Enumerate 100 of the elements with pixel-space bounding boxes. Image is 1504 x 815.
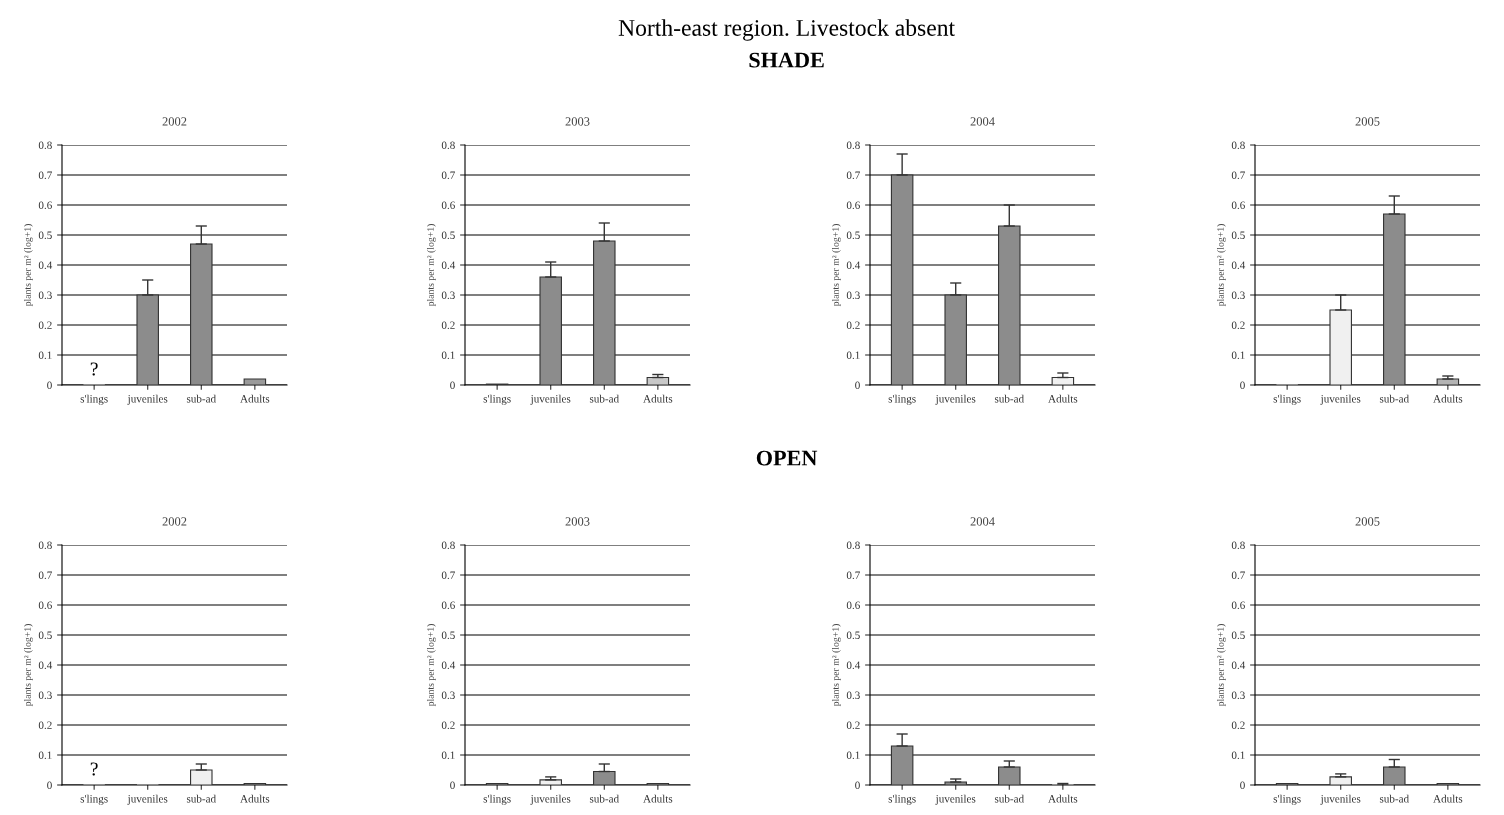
x-tick-label: sub-ad — [994, 394, 1024, 403]
x-tick-label: s'lings — [483, 794, 511, 805]
y-axis-title: plants per m² (log+1) — [1216, 624, 1226, 707]
x-tick-label: s'lings — [1273, 794, 1301, 805]
y-tick-label: 0.2 — [1231, 721, 1245, 730]
x-tick-label: juveniles — [530, 794, 571, 805]
y-axis-title: plants per m² (log+1) — [426, 224, 436, 307]
y-tick-label: 0 — [47, 781, 52, 789]
y-tick-label: 0 — [1240, 781, 1245, 789]
y-tick-label: 0.1 — [441, 751, 455, 760]
y-tick-label: 0.7 — [38, 571, 52, 580]
chart-title: 2004 — [970, 517, 995, 526]
y-tick-label: 0.2 — [441, 721, 455, 730]
y-tick-label: 0.3 — [441, 691, 455, 700]
text: North-east region. Livestock absent — [618, 19, 955, 41]
y-tick-label: 0.3 — [441, 291, 455, 300]
y-tick-label: 0.8 — [441, 141, 455, 150]
x-tick-label: Adults — [1048, 794, 1078, 803]
y-tick-label: 0.3 — [1231, 691, 1245, 700]
y-tick-label: 0.8 — [1231, 141, 1245, 150]
x-tick-label: juveniles — [1320, 794, 1361, 805]
y-tick-label: 0.4 — [1231, 661, 1246, 670]
y-tick-label: 0 — [450, 781, 455, 789]
y-tick-label: 0.6 — [38, 201, 52, 210]
x-tick-label: Adults — [1048, 394, 1078, 403]
y-tick-label: 0.2 — [441, 321, 455, 330]
y-tick-label: 0.4 — [1231, 261, 1246, 270]
text: OPEN — [756, 450, 818, 466]
y-tick-label: 0.6 — [38, 601, 52, 610]
y-tick-label: 0.1 — [846, 751, 860, 760]
y-axis-title: plants per m² (log+1) — [831, 224, 841, 307]
y-tick-label: 0.7 — [441, 171, 455, 180]
y-axis-title: plants per m² (log+1) — [23, 224, 33, 307]
chart-title: 2003 — [565, 117, 590, 126]
y-tick-label: 0 — [47, 381, 52, 389]
x-tick-label: s'lings — [80, 394, 108, 405]
y-tick-label: 0.7 — [1231, 171, 1245, 180]
x-tick-label: Adults — [240, 394, 270, 403]
x-tick-label: sub-ad — [186, 794, 216, 803]
x-tick-label: juveniles — [530, 394, 571, 405]
y-tick-label: 0.2 — [1231, 321, 1245, 330]
y-tick-label: 0.4 — [441, 261, 456, 270]
y-tick-label: 0 — [450, 381, 455, 389]
y-tick-label: 0.2 — [38, 721, 52, 730]
y-tick-label: 0.1 — [1231, 751, 1245, 760]
x-tick-label: sub-ad — [1379, 394, 1409, 403]
y-axis-title: plants per m² (log+1) — [426, 624, 436, 707]
y-tick-label: 0.7 — [38, 171, 52, 180]
x-tick-label: s'lings — [888, 394, 916, 405]
x-tick-label: juveniles — [127, 794, 168, 805]
x-tick-label: juveniles — [935, 394, 976, 405]
x-tick-label: s'lings — [80, 794, 108, 805]
chart-title: 2005 — [1355, 517, 1380, 526]
x-tick-label: sub-ad — [1379, 794, 1409, 803]
x-tick-label: s'lings — [888, 794, 916, 805]
chart-title: 2004 — [970, 117, 995, 126]
y-tick-label: 0.6 — [846, 201, 860, 210]
y-tick-label: 0.3 — [846, 691, 860, 700]
chart-title: 2002 — [162, 117, 187, 126]
y-tick-label: 0.8 — [846, 141, 860, 150]
x-tick-label: s'lings — [483, 394, 511, 405]
y-tick-label: 0.2 — [846, 721, 860, 730]
y-tick-label: 0.1 — [38, 751, 52, 760]
x-tick-label: sub-ad — [589, 794, 619, 803]
annotation: ? — [90, 362, 98, 376]
y-tick-label: 0.3 — [846, 291, 860, 300]
y-tick-label: 0.4 — [846, 261, 861, 270]
y-tick-label: 0.5 — [38, 231, 52, 240]
x-tick-label: s'lings — [1273, 394, 1301, 405]
x-tick-label: juveniles — [935, 794, 976, 805]
chart-title: 2005 — [1355, 117, 1380, 126]
y-tick-label: 0.4 — [441, 661, 456, 670]
y-tick-label: 0 — [855, 781, 860, 789]
x-tick-label: Adults — [1433, 394, 1463, 403]
y-tick-label: 0.5 — [1231, 631, 1245, 640]
y-tick-label: 0.5 — [38, 631, 52, 640]
x-tick-label: Adults — [643, 794, 673, 803]
text: SHADE — [749, 52, 824, 68]
y-tick-label: 0.4 — [38, 661, 53, 670]
x-tick-label: juveniles — [1320, 394, 1361, 405]
y-tick-label: 0.7 — [441, 571, 455, 580]
chart-title: 2002 — [162, 517, 187, 526]
y-tick-label: 0.5 — [441, 231, 455, 240]
y-tick-label: 0 — [1240, 381, 1245, 389]
y-tick-label: 0.8 — [38, 141, 52, 150]
annotation: ? — [90, 762, 98, 776]
y-tick-label: 0 — [855, 381, 860, 389]
y-tick-label: 0.6 — [1231, 601, 1245, 610]
y-tick-label: 0.6 — [1231, 201, 1245, 210]
y-tick-label: 0.1 — [1231, 351, 1245, 360]
y-tick-label: 0.8 — [1231, 541, 1245, 550]
y-tick-label: 0.5 — [441, 631, 455, 640]
chart-title: 2003 — [565, 517, 590, 526]
y-tick-label: 0.1 — [441, 351, 455, 360]
x-tick-label: Adults — [1433, 794, 1463, 803]
y-tick-label: 0.8 — [38, 541, 52, 550]
y-tick-label: 0.3 — [38, 291, 52, 300]
y-tick-label: 0.8 — [846, 541, 860, 550]
y-tick-label: 0.2 — [846, 321, 860, 330]
y-tick-label: 0.5 — [846, 231, 860, 240]
